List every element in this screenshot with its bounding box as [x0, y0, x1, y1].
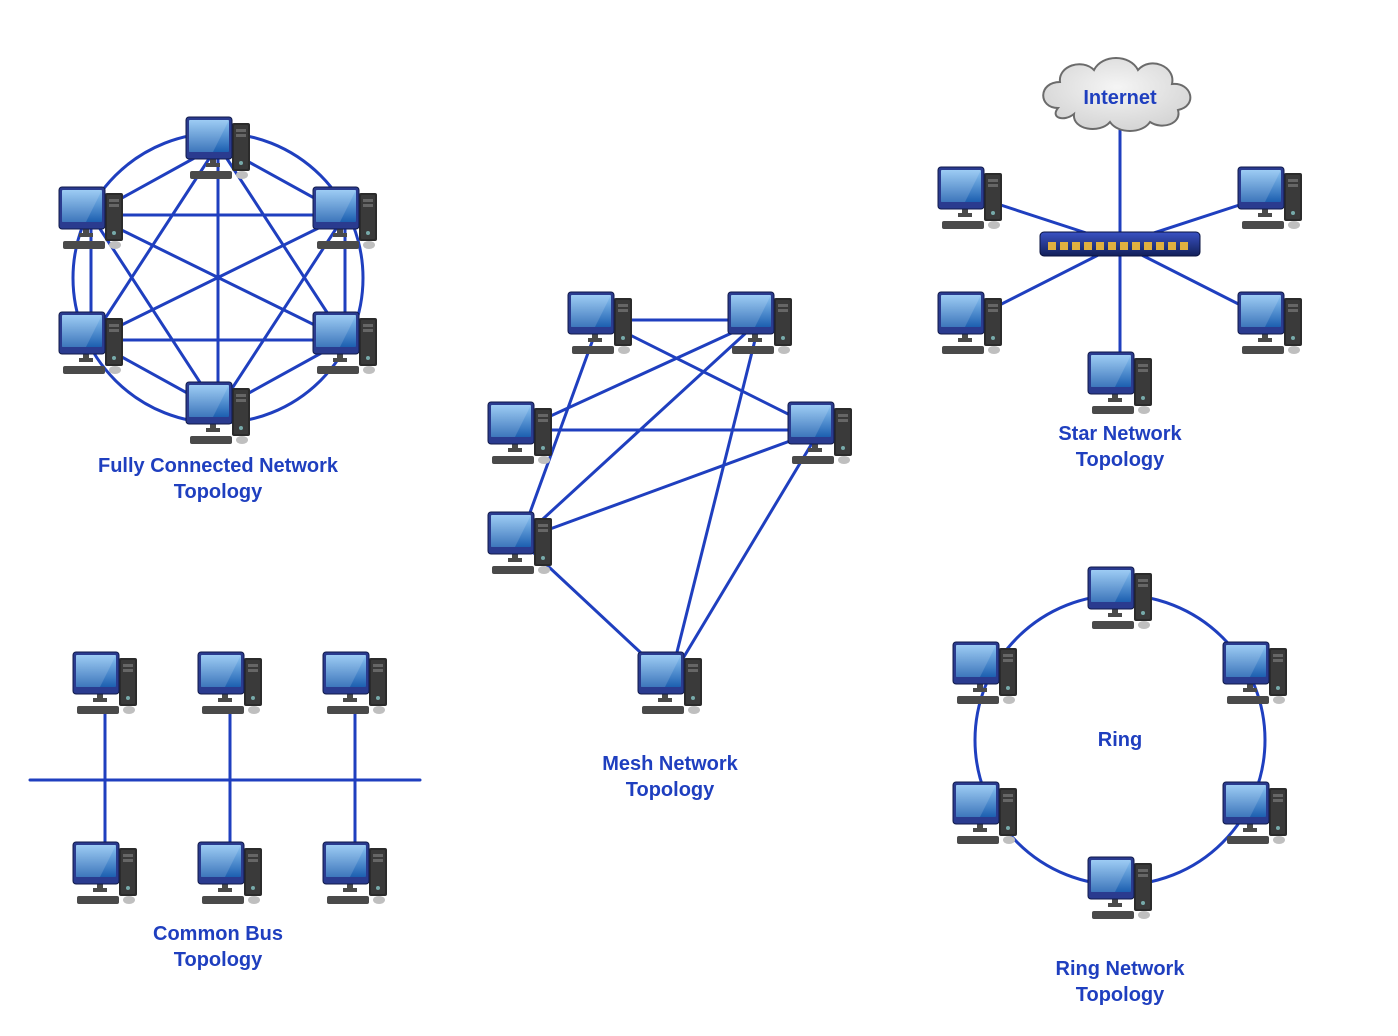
ring-center-label: Ring — [1098, 729, 1142, 751]
bus-bottom-node-2 — [323, 842, 387, 904]
star-node-2 — [938, 292, 1002, 354]
mesh-edge — [520, 430, 820, 540]
mesh-node-3 — [788, 402, 852, 464]
bus-caption: Common Bus Topology — [153, 923, 283, 971]
caption-line: Ring Network — [1056, 958, 1186, 980]
full-node-3 — [186, 382, 250, 444]
caption-line: Topology — [626, 779, 715, 801]
caption-line: Mesh Network — [602, 753, 738, 775]
mesh-edge — [670, 320, 760, 680]
caption-line: Fully Connected Network — [98, 455, 339, 477]
caption-line: Star Network — [1058, 423, 1182, 445]
mesh-node-2 — [488, 402, 552, 464]
star-node-3 — [1238, 292, 1302, 354]
bus-bottom-node-1 — [198, 842, 262, 904]
star-node-4 — [1088, 352, 1152, 414]
bus-top-node-1 — [198, 652, 262, 714]
ring-node-2 — [1223, 782, 1287, 844]
star-switch — [1040, 232, 1200, 256]
mesh-caption: Mesh Network Topology — [602, 753, 738, 801]
star-node-1 — [1238, 167, 1302, 229]
ring-node-5 — [953, 642, 1017, 704]
bus-top-node-2 — [323, 652, 387, 714]
star-caption: Star Network Topology — [1058, 423, 1182, 471]
ring-node-0 — [1088, 567, 1152, 629]
mesh-edge — [520, 320, 760, 430]
cloud-label: Internet — [1083, 87, 1157, 109]
mesh-edge — [670, 430, 820, 680]
bus-bottom-node-0 — [73, 842, 137, 904]
caption-line: Topology — [174, 481, 263, 503]
mesh-node-1 — [728, 292, 792, 354]
bus-top-node-0 — [73, 652, 137, 714]
ring-node-3 — [1088, 857, 1152, 919]
ring-node-1 — [1223, 642, 1287, 704]
ring-node-4 — [953, 782, 1017, 844]
mesh-node-4 — [488, 512, 552, 574]
mesh-node-0 — [568, 292, 632, 354]
ring-caption: Ring Network Topology — [1056, 958, 1186, 1006]
caption-line: Common Bus — [153, 923, 283, 945]
full-node-4 — [59, 312, 123, 374]
full-caption: Fully Connected Network Topology — [98, 455, 339, 503]
full-node-2 — [313, 312, 377, 374]
star-node-0 — [938, 167, 1002, 229]
caption-line: Topology — [1076, 449, 1165, 471]
caption-line: Topology — [1076, 984, 1165, 1006]
mesh-node-5 — [638, 652, 702, 714]
caption-line: Topology — [174, 949, 263, 971]
